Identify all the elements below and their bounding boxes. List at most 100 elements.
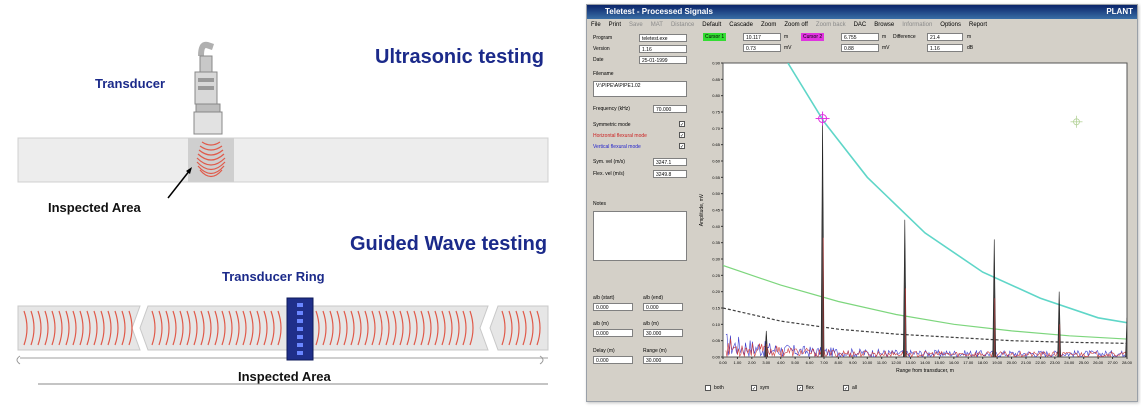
gw-arc [508, 310, 513, 346]
y-tick-label: 0.90 [712, 61, 721, 66]
gw-arc [23, 310, 28, 346]
cursor2-x-field[interactable]: 6.755 [841, 33, 879, 41]
difference-y-field[interactable]: 1.16 [927, 44, 963, 52]
menu-item-distance[interactable]: Distance [670, 22, 695, 28]
gw-arc [242, 310, 247, 346]
gw-arc [536, 310, 541, 346]
y-tick-label: 0.55 [712, 175, 721, 180]
gw-arc [350, 310, 355, 346]
range-field[interactable]: 30.000 [643, 356, 683, 364]
gw-arc [214, 310, 219, 346]
menu-item-cascade[interactable]: Cascade [729, 22, 753, 28]
x-tick-label: 0.00 [719, 360, 728, 365]
gw-arc [158, 310, 163, 346]
notes-textarea[interactable] [593, 211, 687, 261]
filename-field[interactable]: V:\PIPE\A\PIPE1.02 [593, 81, 687, 97]
x-tick-label: 16.00 [949, 360, 960, 365]
d-field[interactable]: 30.000 [643, 329, 683, 337]
x-tick-label: 19.00 [992, 360, 1003, 365]
gw-arc [322, 310, 327, 346]
menu-item-save[interactable]: Save [629, 22, 643, 28]
gw-arc [37, 310, 42, 346]
b-label: a/b (end) [643, 295, 664, 301]
menu-item-zoom-off[interactable]: Zoom off [784, 22, 808, 28]
difference-y-unit: dB [967, 45, 974, 51]
diagram-canvas: Ultrasonic testing Transducer [16, 41, 549, 385]
y-tick-label: 0.75 [712, 110, 721, 115]
b-field[interactable]: 0.000 [643, 303, 683, 311]
gw-arc [315, 310, 320, 346]
menu-item-default[interactable]: Default [702, 22, 722, 28]
x-tick-label: 8.00 [835, 360, 844, 365]
menu-item-mat[interactable]: MAT [650, 22, 663, 28]
delay-label: Delay (m) [593, 348, 615, 354]
gw-arc [100, 310, 105, 346]
gw-arc [364, 310, 369, 346]
c-label: a/b (m) [593, 321, 609, 327]
cursor2-x-unit: m [882, 34, 887, 40]
bottom-check-flex[interactable]: ✓ [797, 385, 803, 392]
gw-arc [270, 310, 275, 346]
teletest-window: Teletest - Processed Signals PLANT File P… [586, 4, 1138, 402]
gw-arc [200, 310, 205, 346]
y-tick-label: 0.25 [712, 273, 721, 278]
menu-item-file[interactable]: File [591, 22, 601, 28]
gw-arc [65, 310, 70, 346]
window-titlebar: Teletest - Processed Signals PLANT [587, 5, 1137, 19]
cursor2-tag[interactable]: Cursor 2 [801, 33, 825, 41]
delay-field[interactable]: 0.000 [593, 356, 633, 364]
gw-arc [114, 310, 119, 346]
gw-arc [228, 310, 233, 346]
bottom-check-all[interactable]: ✓ [843, 385, 849, 392]
x-tick-label: 10.00 [862, 360, 873, 365]
gw-wave-arcs [23, 310, 541, 346]
menu-item-zoom[interactable]: Zoom [760, 22, 777, 28]
x-tick-label: 24.00 [1064, 360, 1075, 365]
flex-vel-label: Flex. vel (m/s) [593, 171, 625, 177]
gw-arc [469, 310, 474, 346]
frequency-field[interactable]: 70.000 [653, 105, 687, 113]
x-tick-label: 7.00 [820, 360, 829, 365]
gw-arc [172, 310, 177, 346]
c-field[interactable]: 0.000 [593, 329, 633, 337]
signal-plot[interactable]: 0.00 0.05 0.10 0.15 0.20 0.25 0.30 0.35 0.40 0.45… [695, 57, 1135, 377]
difference-x-field[interactable]: 21.4 [927, 33, 963, 41]
sym-vel-label: Sym. vel (m/s) [593, 159, 625, 165]
menu-item-browse[interactable]: Browse [874, 22, 895, 28]
y-tick-label: 0.80 [712, 93, 721, 98]
cursor1-y-field[interactable]: 0.73 [743, 44, 781, 52]
sym-vel-field[interactable]: 3247.1 [653, 158, 687, 166]
inspected-area-bottom-label: Inspected Area [238, 369, 331, 384]
version-field[interactable]: 1.16 [639, 45, 687, 53]
date-label: Date [593, 57, 604, 63]
cursor2-y-field[interactable]: 0.88 [841, 44, 879, 52]
menu-item-print[interactable]: Print [608, 22, 622, 28]
gw-arc [86, 310, 91, 346]
menu-item-options[interactable]: Options [940, 22, 961, 28]
flex-vel-field[interactable]: 3249.8 [653, 170, 687, 178]
date-field[interactable]: 25-01-1999 [639, 56, 687, 64]
bottom-check-label-all: all [852, 385, 858, 391]
y-tick-label: 0.50 [712, 191, 721, 196]
menu-item-information[interactable]: Information [902, 22, 933, 28]
x-tick-label: 26.00 [1093, 360, 1104, 365]
bottom-check-sym[interactable]: ✓ [751, 385, 757, 392]
hflex-mode-checkbox[interactable]: ✓ [679, 132, 685, 139]
cursor1-x-field[interactable]: 10.117 [743, 33, 781, 41]
program-field[interactable]: teletest.exe [639, 34, 687, 42]
y-tick-label: 0.45 [712, 208, 721, 213]
cursor1-tag[interactable]: Cursor 1 [703, 33, 727, 41]
vflex-mode-checkbox[interactable]: ✓ [679, 143, 685, 150]
sym-mode-checkbox[interactable]: ✓ [679, 121, 685, 128]
bottom-check-both[interactable] [705, 385, 711, 391]
menu-item-zoom-back[interactable]: Zoom back [815, 22, 846, 28]
gw-arc [128, 310, 133, 346]
gw-arc [343, 310, 348, 346]
menu-item-report[interactable]: Report [968, 22, 987, 28]
menu-item-dac[interactable]: DAC [853, 22, 867, 28]
difference-x-unit: m [967, 34, 972, 40]
cursor2-marker-icon [815, 111, 830, 126]
a-field[interactable]: 0.000 [593, 303, 633, 311]
range-label: Range (m) [643, 348, 667, 354]
signal-peak [1125, 317, 1127, 357]
